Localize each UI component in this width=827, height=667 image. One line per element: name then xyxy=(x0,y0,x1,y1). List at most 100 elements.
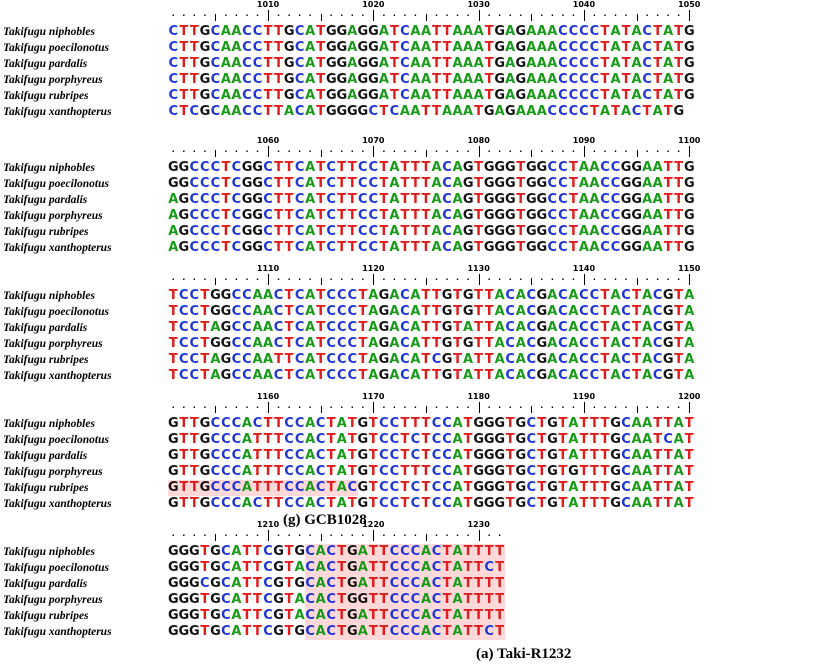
nucleotide-T: T xyxy=(400,240,410,255)
nucleotide-A: A xyxy=(463,56,474,71)
nucleotide-G: G xyxy=(494,88,506,103)
nucleotide-T: T xyxy=(600,56,610,71)
nucleotide-G: G xyxy=(526,176,537,191)
nucleotide-G: G xyxy=(357,480,369,495)
nucleotide-C: C xyxy=(263,592,273,607)
nucleotide-A: A xyxy=(305,320,316,335)
nucleotide-C: C xyxy=(410,592,421,607)
nucleotide-G: G xyxy=(368,24,379,39)
nucleotide-A: A xyxy=(568,352,579,367)
nucleotide-C: C xyxy=(231,176,242,191)
nucleotide-T: T xyxy=(484,320,494,335)
nucleotide-T: T xyxy=(284,368,294,383)
nucleotide-T: T xyxy=(274,208,283,223)
ruler-dot: . xyxy=(234,529,238,538)
nucleotide-G: G xyxy=(504,240,516,255)
alignment-row: Takifugu poecilonotus G G G T G C A T T C G T A C A C T G A… xyxy=(0,560,827,576)
nucleotide-T: T xyxy=(284,192,294,207)
nucleotide-A: A xyxy=(305,480,316,495)
nucleotide-A: A xyxy=(315,608,326,623)
nucleotide-C: C xyxy=(326,608,336,623)
nucleotide-G: G xyxy=(357,496,369,511)
nucleotide-C: C xyxy=(200,224,210,239)
nucleotide-T: T xyxy=(442,544,452,559)
nucleotide-G: G xyxy=(378,336,390,351)
ruler-major-tick xyxy=(268,10,270,21)
ruler-dot: . xyxy=(487,529,491,538)
nucleotide-G: G xyxy=(178,592,190,607)
nucleotide-C: C xyxy=(336,288,347,303)
nucleotide-A: A xyxy=(231,624,242,639)
nucleotide-A: A xyxy=(431,176,442,191)
nucleotide-T: T xyxy=(684,496,694,511)
nucleotide-G: G xyxy=(483,176,495,191)
nucleotide-A: A xyxy=(452,72,463,87)
nucleotide-C: C xyxy=(315,448,326,463)
alignment-row: Takifugu xanthopterus G T T G C C C A C T T C C A C T A T G… xyxy=(0,496,827,512)
nucleotide-A: A xyxy=(452,416,463,431)
nucleotide-T: T xyxy=(179,480,189,495)
nucleotide-T: T xyxy=(358,304,368,319)
nucleotide-A: A xyxy=(642,496,653,511)
nucleotide-T: T xyxy=(337,592,347,607)
nucleotide-G: G xyxy=(178,624,190,639)
nucleotide-G: G xyxy=(357,448,369,463)
nucleotide-C: C xyxy=(431,496,442,511)
nucleotide-G: G xyxy=(189,560,200,575)
ruler-dot: . xyxy=(666,9,670,18)
ruler-dot: . xyxy=(350,9,354,18)
nucleotide-G: G xyxy=(178,176,190,191)
nucleotide-A: A xyxy=(347,88,358,103)
nucleotide-C: C xyxy=(579,104,589,119)
nucleotide-T: T xyxy=(179,448,189,463)
nucleotide-T: T xyxy=(674,88,684,103)
nucleotide-A: A xyxy=(463,368,474,383)
nucleotide-A: A xyxy=(305,192,316,207)
nucleotide-G: G xyxy=(483,224,495,239)
nucleotide-G: G xyxy=(336,88,348,103)
nucleotide-T: T xyxy=(200,544,210,559)
ruler-dot: . xyxy=(255,9,260,18)
ruler-position-label: 1150 xyxy=(678,264,701,273)
nucleotide-T: T xyxy=(316,72,326,87)
nucleotide-A: A xyxy=(241,496,252,511)
nucleotide-T: T xyxy=(326,416,336,431)
nucleotide-C: C xyxy=(221,560,231,575)
ruler-minor-tick xyxy=(320,534,322,541)
nucleotide-T: T xyxy=(253,544,262,559)
nucleotide-C: C xyxy=(231,368,242,383)
nucleotide-C: C xyxy=(200,208,210,223)
nucleotide-T: T xyxy=(453,368,462,383)
nucleotide-T: T xyxy=(663,192,673,207)
nucleotide-T: T xyxy=(684,416,694,431)
nucleotide-C: C xyxy=(558,368,568,383)
nucleotide-C: C xyxy=(200,240,210,255)
nucleotide-G: G xyxy=(483,496,495,511)
nucleotide-C: C xyxy=(189,288,200,303)
nucleotide-T: T xyxy=(495,608,505,623)
nucleotide-T: T xyxy=(421,288,431,303)
nucleotide-T: T xyxy=(316,240,326,255)
nucleotide-T: T xyxy=(421,480,431,495)
nucleotide-T: T xyxy=(621,56,631,71)
nucleotide-G: G xyxy=(515,448,527,463)
nucleotide-T: T xyxy=(600,368,610,383)
nucleotide-T: T xyxy=(316,224,326,239)
ruler-position-label: 1180 xyxy=(467,392,490,401)
ruler-dot: . xyxy=(203,9,207,18)
nucleotide-A: A xyxy=(410,104,421,119)
nucleotide-G: G xyxy=(357,432,369,447)
ruler-major-tick xyxy=(583,10,585,21)
nucleotide-A: A xyxy=(284,104,295,119)
nucleotide-G: G xyxy=(325,72,337,87)
ruler-position-label: 1120 xyxy=(362,264,385,273)
nucleotide-T: T xyxy=(421,496,431,511)
nucleotide-G: G xyxy=(168,480,179,495)
nucleotide-G: G xyxy=(294,624,306,639)
nucleotide-A: A xyxy=(452,88,463,103)
nucleotide-A: A xyxy=(420,544,431,559)
nucleotide-C: C xyxy=(284,464,294,479)
nucleotide-T: T xyxy=(263,480,273,495)
nucleotide-G: G xyxy=(241,208,253,223)
nucleotide-A: A xyxy=(389,160,400,175)
